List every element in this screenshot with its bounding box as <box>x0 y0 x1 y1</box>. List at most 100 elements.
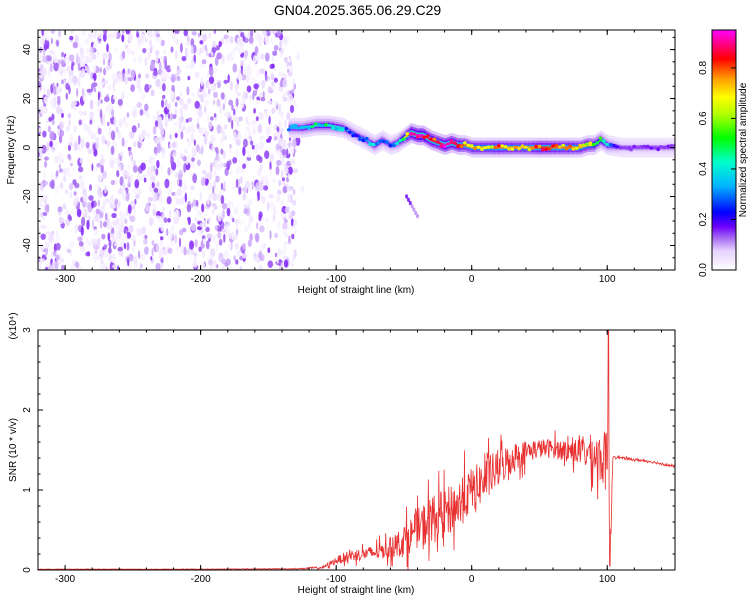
heatmap-cell <box>89 119 93 125</box>
heatmap-cell <box>107 84 112 91</box>
heatmap-cell <box>127 77 134 82</box>
snr-y-axis: 0 1 2 3 <box>22 327 675 573</box>
heatmap-cell <box>191 157 195 162</box>
heatmap-cell <box>220 195 225 205</box>
heatmap-cell <box>371 143 376 147</box>
heatmap-cell <box>173 34 178 44</box>
heatmap-cell <box>497 144 501 148</box>
heatmap-cell <box>456 143 458 146</box>
heatmap-cell <box>398 139 403 143</box>
heatmap-cell <box>238 159 241 164</box>
heatmap-cell <box>269 200 275 210</box>
heatmap-cell <box>240 59 245 67</box>
heatmap-cell <box>58 216 64 225</box>
heatmap-cell <box>153 187 159 193</box>
heatmap-cell <box>202 33 208 42</box>
heatmap-cell <box>238 186 242 195</box>
heatmap-cell <box>125 30 131 35</box>
heatmap-cell <box>291 233 295 240</box>
heatmap-cell <box>183 30 189 37</box>
heatmap-cell <box>258 264 263 270</box>
heatmap-cell <box>207 82 210 88</box>
heatmap-cell <box>138 228 143 237</box>
heatmap-cell <box>68 85 71 95</box>
heatmap-cell <box>110 233 115 239</box>
heatmap-cell <box>289 145 295 156</box>
heatmap-cell <box>66 248 72 254</box>
heatmap-cell <box>113 95 118 100</box>
heatmap-cell <box>169 180 172 185</box>
heatmap-cell <box>271 54 275 63</box>
heatmap-cell <box>98 83 101 90</box>
heatmap-cell <box>228 233 232 240</box>
heatmap-cell <box>410 204 414 209</box>
heatmap-cell <box>132 255 138 265</box>
heatmap-cell <box>215 242 219 252</box>
heatmap-cell <box>273 124 276 131</box>
heatmap-cell <box>256 222 259 230</box>
heatmap-cell <box>501 146 504 149</box>
heatmap-cell <box>290 124 294 128</box>
heatmap-cell <box>257 123 263 134</box>
heatmap-cell <box>147 197 154 202</box>
heatmap-cell <box>282 36 287 44</box>
heatmap-cell <box>129 261 132 269</box>
heatmap-cell <box>55 87 62 94</box>
heatmap-cell <box>72 41 78 49</box>
heatmap-cell <box>38 203 43 207</box>
heatmap-cell <box>188 141 191 148</box>
heatmap-cell <box>59 121 64 130</box>
heatmap-cell <box>652 146 657 150</box>
heatmap-cell <box>107 121 110 127</box>
heatmap-cell <box>541 148 545 152</box>
heatmap-cell <box>166 228 169 237</box>
heatmap-cell <box>60 158 65 164</box>
heatmap-cell <box>273 77 278 83</box>
heatmap-cell <box>449 139 454 143</box>
heatmap-cell <box>185 118 189 123</box>
heatmap-cell <box>220 92 225 100</box>
heatmap-cell <box>284 219 288 224</box>
heatmap-cell <box>67 76 72 86</box>
heatmap-cell <box>222 202 228 210</box>
snr-series-line <box>38 330 675 570</box>
heatmap-cell <box>64 209 70 216</box>
heatmap-cell <box>105 212 108 221</box>
heatmap-cell <box>194 100 200 109</box>
spectrogram-x-axis: -300 -200 -100 0 100 <box>37 30 662 285</box>
heatmap-cell <box>646 144 650 148</box>
heatmap-cell <box>261 79 266 89</box>
heatmap-cell <box>285 206 290 213</box>
heatmap-cell <box>189 160 195 169</box>
heatmap-cell <box>337 128 342 132</box>
heatmap-cell <box>247 199 251 207</box>
heatmap-cell <box>332 124 335 128</box>
heatmap-cell <box>361 138 366 143</box>
heatmap-cell <box>79 47 85 57</box>
heatmap-cell <box>498 146 501 149</box>
heatmap-cell <box>221 54 225 64</box>
heatmap-cell <box>47 125 51 133</box>
heatmap-cell <box>49 140 53 148</box>
heatmap-cell <box>205 240 210 250</box>
heatmap-cell <box>39 197 43 205</box>
heatmap-cell <box>267 247 271 254</box>
heatmap-cell <box>63 219 67 224</box>
heatmap-cell <box>260 97 266 102</box>
heatmap-cell <box>283 119 288 128</box>
heatmap-cell <box>375 142 379 146</box>
heatmap-cell <box>97 91 100 102</box>
heatmap-cell <box>206 233 212 239</box>
heatmap-cell <box>140 254 146 261</box>
heatmap-cell <box>50 148 55 153</box>
heatmap-cell <box>219 188 222 197</box>
heatmap-cell <box>169 90 174 98</box>
heatmap-cell <box>160 239 163 247</box>
heatmap-cell <box>263 110 269 118</box>
heatmap-cell <box>221 209 225 219</box>
heatmap-cell <box>67 144 72 152</box>
heatmap-cell <box>97 127 102 135</box>
heatmap-cell <box>207 171 213 181</box>
heatmap-cell <box>201 59 207 65</box>
heatmap-cell <box>45 35 51 41</box>
